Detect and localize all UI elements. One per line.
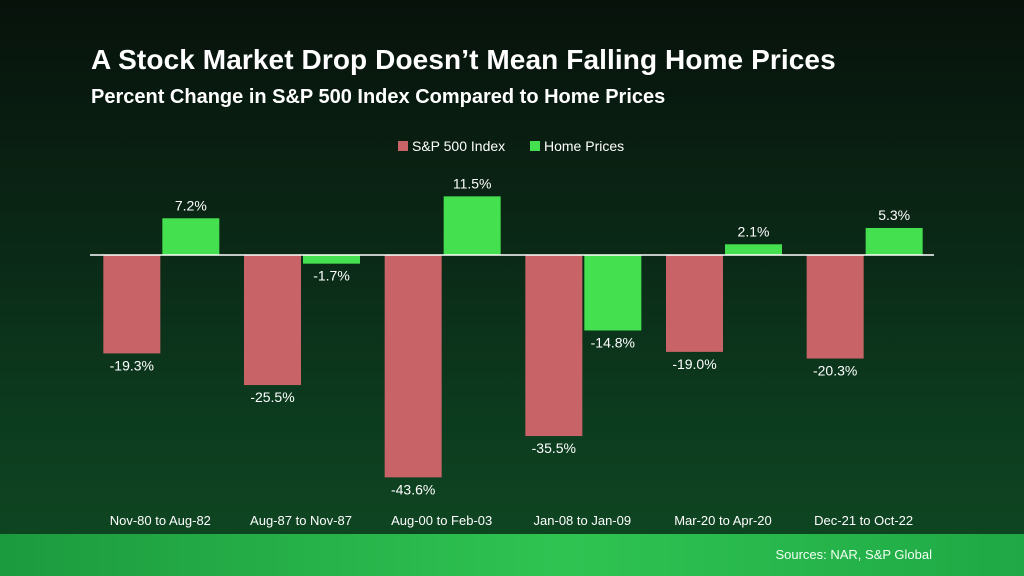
category-label-2: Aug-87 to Nov-87 [250,513,352,528]
legend-swatch-sp500 [398,141,408,151]
legend-label-sp500: S&P 500 Index [412,138,505,154]
home-prices-value-label-4: -14.8% [591,334,635,350]
sp500-bar-6 [806,255,864,359]
home-prices-bar-6 [865,227,923,255]
sp500-value-label-3: -43.6% [391,481,435,497]
sp500-value-label-6: -20.3% [813,363,857,379]
bar-chart: -19.3% -25.5% -43.6% -35.5% -19.0% -20.3% 7.2%… [103,138,923,528]
legend-label-home-prices: Home Prices [544,138,624,154]
home-prices-bar-2 [303,255,360,264]
chart-title: A Stock Market Drop Doesn’t Mean Falling… [91,44,836,75]
category-label-1: Nov-80 to Aug-82 [110,513,211,528]
sp500-bar-5 [666,255,723,352]
sp500-value-label-4: -35.5% [532,440,576,456]
footer-bar: Sources: NAR, S&P Global [0,534,1024,576]
chart-subtitle: Percent Change in S&P 500 Index Compared… [91,86,666,108]
home-prices-bar-1 [162,218,220,255]
legend-swatch-home-prices [530,141,540,151]
home-prices-value-label-5: 2.1% [738,223,770,239]
sp500-value-label-2: -25.5% [250,389,294,405]
category-label-6: Dec-21 to Oct-22 [814,513,913,528]
sp500-bar-1 [103,255,161,354]
sp500-value-label-5: -19.0% [672,356,716,372]
home-prices-value-label-2: -1.7% [313,268,350,284]
sp500-bar-3 [384,255,442,478]
home-prices-value-label-3: 11.5% [453,175,492,191]
category-label-3: Aug-00 to Feb-03 [391,513,492,528]
sp500-bar-2 [244,255,301,386]
sp500-value-label-1: -19.3% [110,357,154,373]
home-prices-value-label-6: 5.3% [878,207,910,223]
category-label-4: Jan-08 to Jan-09 [534,513,632,528]
category-label-5: Mar-20 to Apr-20 [674,513,772,528]
home-prices-bar-4 [584,255,642,331]
home-prices-bar-3 [443,196,501,255]
home-prices-value-label-1: 7.2% [175,197,207,213]
source-note: Sources: NAR, S&P Global [775,547,932,562]
home-prices-bar-5 [725,244,782,255]
sp500-bar-4 [525,255,583,437]
